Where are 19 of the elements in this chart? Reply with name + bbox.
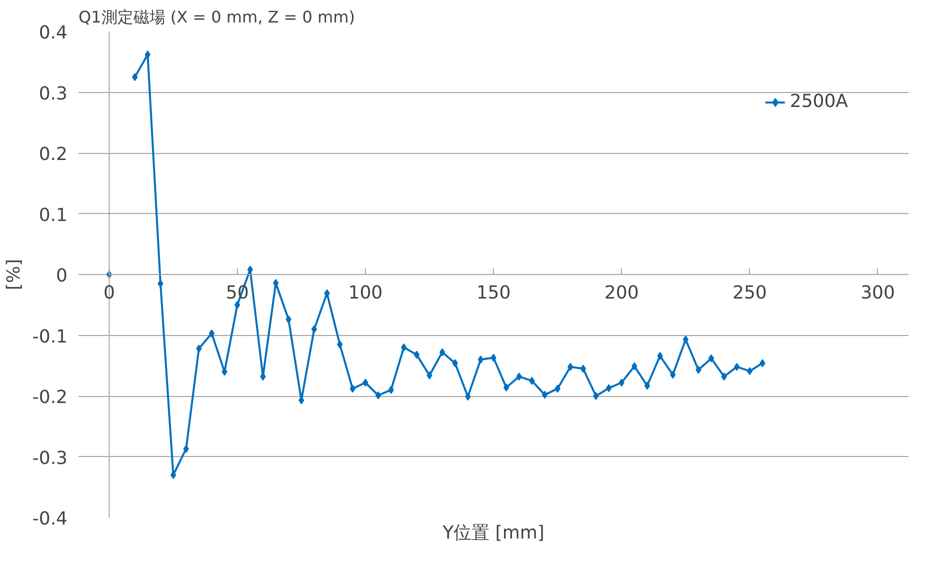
y-tick-label: 0.3 <box>38 83 68 104</box>
chart-title: Q1測定磁場 (X = 0 mm, Z = 0 mm) <box>78 8 355 26</box>
y-tick-label: -0.2 <box>32 387 68 408</box>
y-tick-label: 0.4 <box>38 22 68 44</box>
y-tick-label: 0.1 <box>38 204 68 226</box>
y-tick-label: 0 <box>56 266 68 286</box>
x-tick-label: 300 <box>860 282 895 304</box>
y-axis-title: [%] <box>3 258 24 290</box>
x-tick-label: 150 <box>476 282 511 304</box>
x-tick-label: 100 <box>348 282 383 304</box>
x-axis-title: Y位置 [mm] <box>442 522 544 544</box>
y-tick-label: 0.2 <box>38 144 68 165</box>
x-tick-label: 0 <box>104 282 115 304</box>
y-tick-label: -0.3 <box>32 448 68 469</box>
x-tick-label: 200 <box>604 282 639 304</box>
legend-label: 2500A <box>790 91 848 112</box>
x-tick-label: 250 <box>732 282 767 304</box>
y-tick-label: -0.1 <box>32 326 68 348</box>
y-tick-label: -0.4 <box>32 508 68 530</box>
